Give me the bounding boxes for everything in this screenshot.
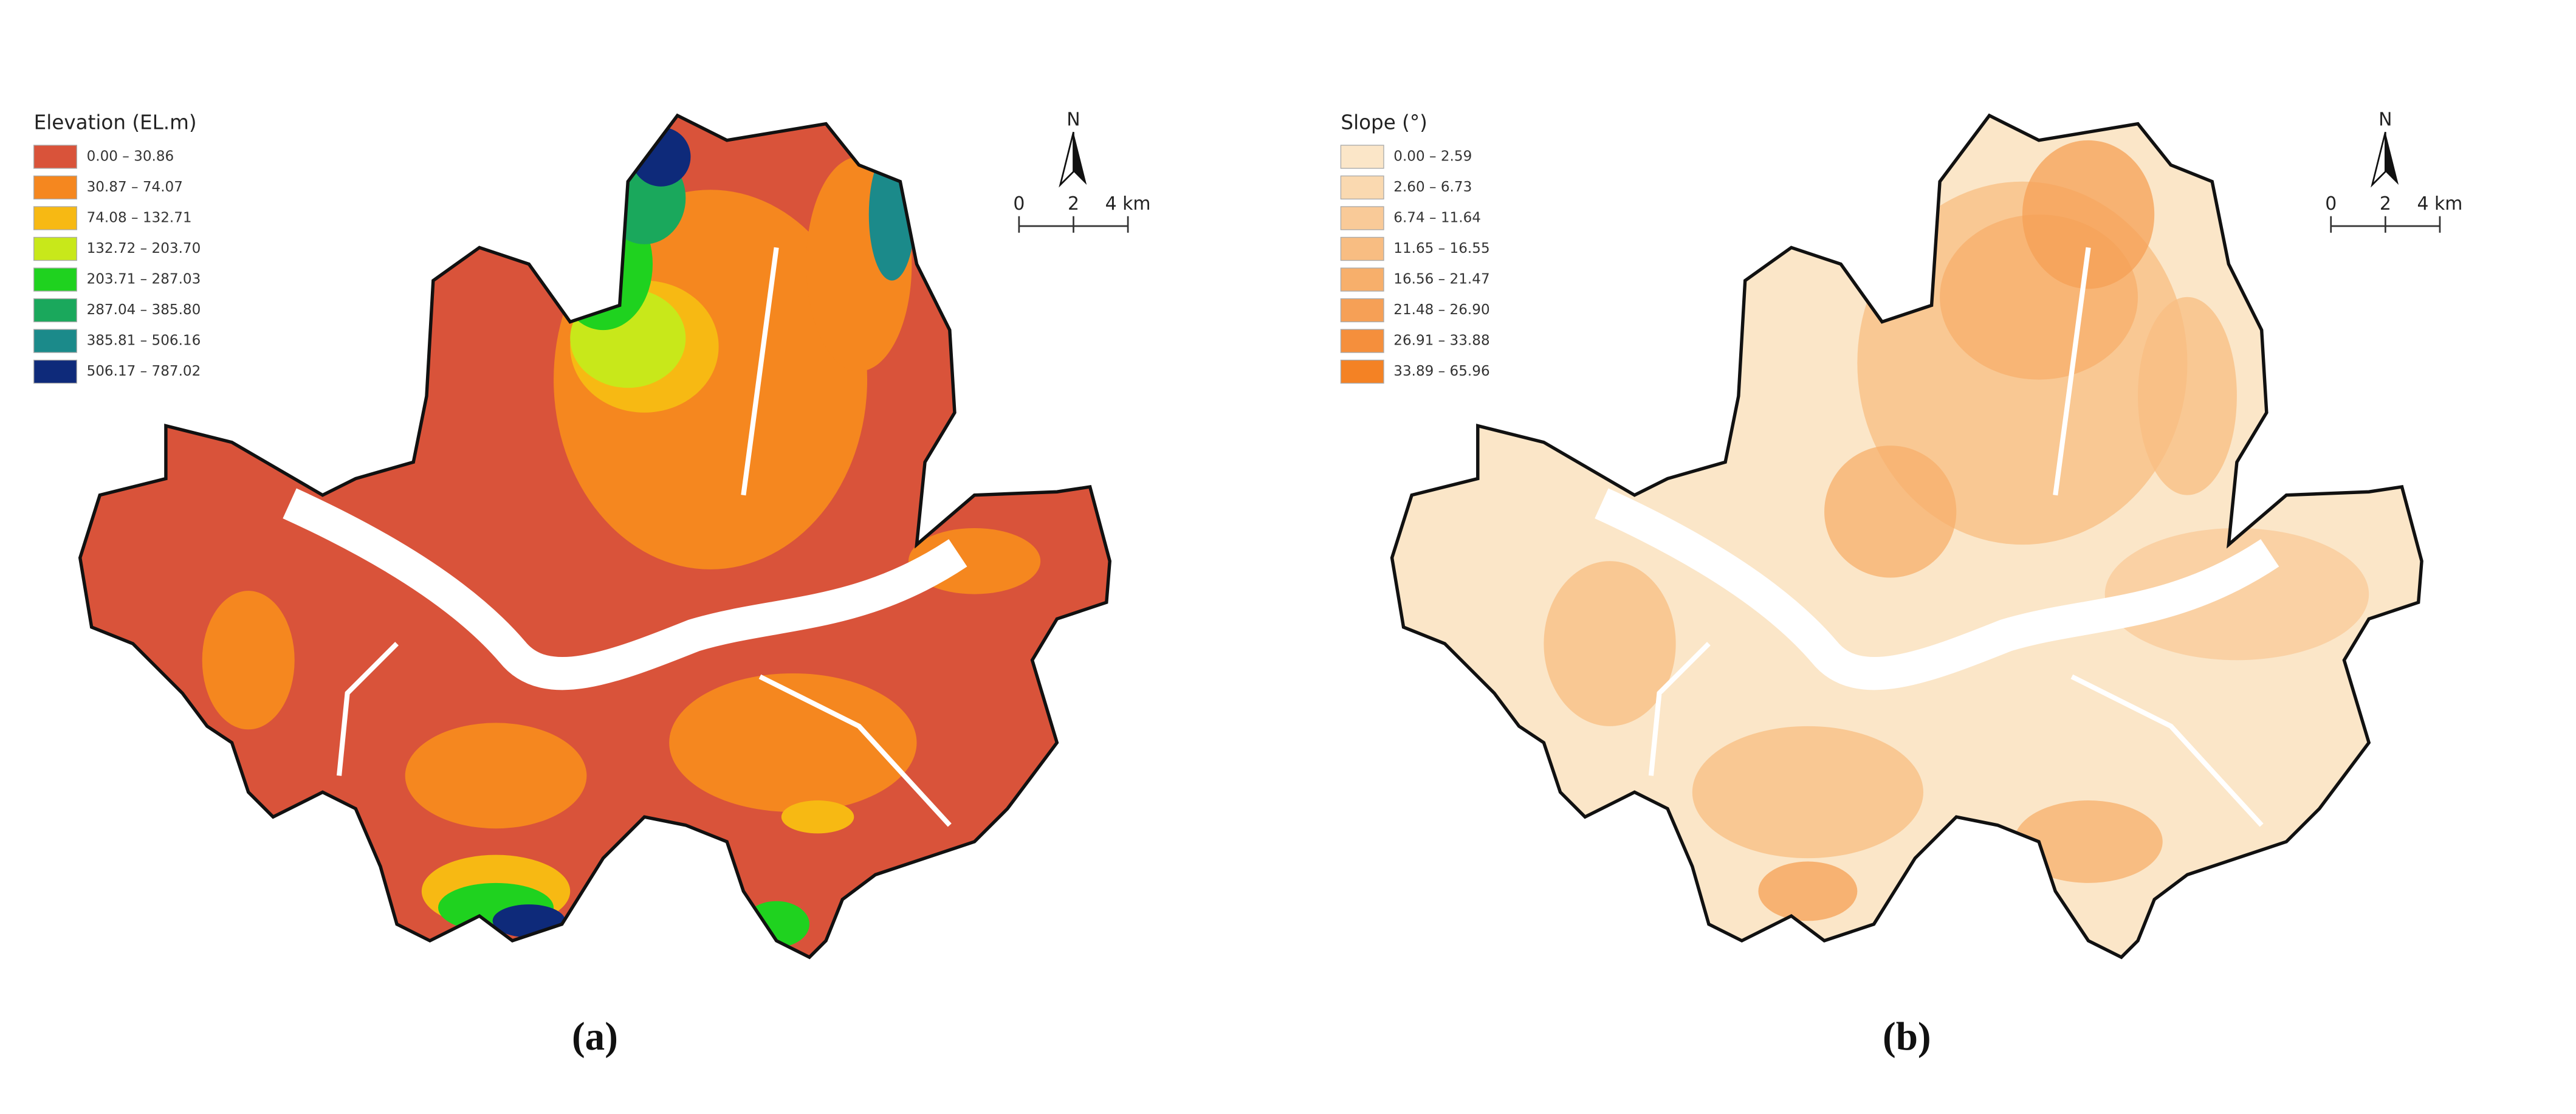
north-arrow	[2385, 132, 2399, 185]
legend-swatch	[1340, 145, 1384, 169]
north-arrow	[1059, 131, 1074, 188]
scale-label: 2	[1068, 193, 1079, 215]
river	[283, 488, 967, 690]
legend-label: 26.91 – 33.88	[1393, 333, 1489, 349]
panel-caption: (b)	[1883, 1015, 1931, 1059]
scale-label: 0	[1013, 193, 1025, 215]
legend-label: 11.65 – 16.55	[1393, 241, 1489, 256]
legend-swatch	[33, 267, 77, 292]
stream	[1648, 247, 2264, 827]
panel: Elevation (EL.m) 0.00 – 30.86 30.87 – 74.0…	[33, 109, 1151, 1059]
panel: Slope (°) 0.00 – 2.59 2.60 – 6.73 6.74 – 11…	[1340, 109, 2463, 1059]
legend-swatch	[1340, 206, 1384, 230]
terrain-zone	[2022, 140, 2155, 289]
legend-label: 16.56 – 21.47	[1393, 272, 1489, 287]
legend-label: 506.17 – 787.02	[87, 363, 201, 379]
legend-swatch	[33, 145, 77, 169]
legend-label: 132.72 – 203.70	[87, 241, 201, 256]
legend-swatch	[1340, 175, 1384, 200]
legend-title: Slope (°)	[1341, 111, 1427, 134]
legend-label: 30.87 – 74.07	[87, 179, 183, 195]
legend-swatch	[33, 175, 77, 200]
scale-label: 2	[2380, 193, 2391, 215]
legend-swatch	[33, 298, 77, 323]
legend-label: 0.00 – 30.86	[87, 148, 174, 164]
legend-label: 2.60 – 6.73	[1393, 179, 1472, 195]
legend-label: 0.00 – 2.59	[1393, 148, 1472, 164]
legend-swatch	[33, 359, 77, 384]
legend-swatch	[33, 206, 77, 230]
legend-swatch	[1340, 267, 1384, 292]
panel-caption: (a)	[572, 1015, 618, 1059]
legend-swatch	[1340, 298, 1384, 323]
terrain-zone	[2014, 800, 2163, 883]
legend-label: 74.08 – 132.71	[87, 210, 192, 225]
terrain-zone	[1692, 726, 1923, 859]
legend-swatch	[33, 236, 77, 261]
scale-label: 0	[2325, 193, 2337, 215]
legend-label: 6.74 – 11.64	[1393, 210, 1481, 225]
terrain-zone	[1544, 561, 1676, 726]
legend-title: Elevation (EL.m)	[34, 111, 197, 134]
legend-swatch	[1340, 359, 1384, 384]
legend-label: 385.81 – 506.16	[87, 333, 201, 349]
legend-label: 21.48 – 26.90	[1393, 302, 1489, 318]
north-arrow	[1073, 132, 1087, 185]
north-label: N	[1066, 109, 1080, 130]
legend-label: 203.71 – 287.03	[87, 272, 201, 287]
legend-label: 33.89 – 65.96	[1393, 363, 1489, 379]
stream	[337, 247, 952, 827]
river	[1595, 488, 2279, 690]
terrain-zone	[1758, 861, 1858, 921]
legend-label: 287.04 – 385.80	[87, 302, 201, 318]
scale-label: 4 km	[2417, 193, 2463, 215]
terrain-zone	[2104, 528, 2369, 661]
legend-swatch	[33, 329, 77, 353]
legend-swatch	[1340, 329, 1384, 353]
map	[1392, 115, 2422, 958]
terrain-zone	[202, 591, 295, 730]
scale-label: 4 km	[1105, 193, 1151, 215]
map	[80, 115, 1110, 958]
terrain-zone	[781, 800, 854, 834]
legend-swatch	[1340, 236, 1384, 261]
terrain-zone	[405, 723, 587, 829]
terrain-zone	[1824, 445, 1957, 578]
terrain-zone	[2138, 297, 2237, 495]
north-label: N	[2379, 109, 2392, 130]
terrain-zone	[669, 673, 917, 813]
north-arrow	[2371, 131, 2386, 188]
